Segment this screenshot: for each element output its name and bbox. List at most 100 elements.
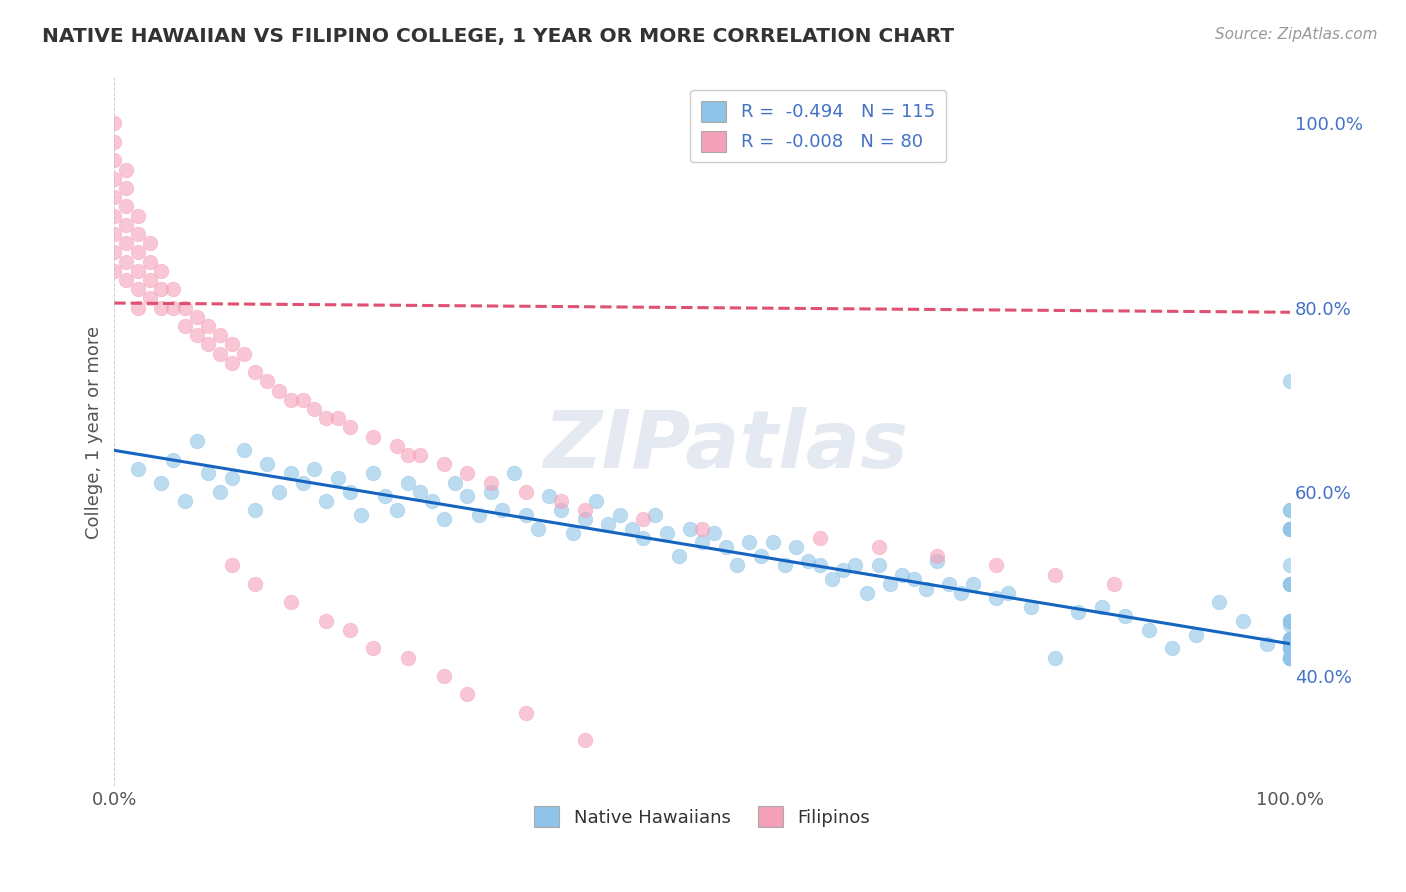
Point [727,558,749,573]
Point [1185,627,1208,641]
Point [326,411,349,425]
Point [103,264,125,278]
Point [291,475,314,490]
Point [385,503,408,517]
Point [186,328,208,343]
Point [574,733,596,747]
Point [456,687,478,701]
Point [304,401,326,416]
Point [138,292,160,306]
Point [174,301,197,315]
Point [620,522,643,536]
Point [1279,632,1302,647]
Point [1208,595,1230,609]
Point [1091,599,1114,614]
Point [127,209,149,223]
Point [1256,637,1278,651]
Point [633,512,655,526]
Point [1279,650,1302,665]
Point [127,282,149,296]
Point [1279,641,1302,656]
Point [221,356,243,370]
Point [927,554,949,568]
Point [103,171,125,186]
Point [456,490,478,504]
Point [150,475,173,490]
Point [598,516,620,531]
Point [679,522,702,536]
Point [949,586,972,600]
Point [515,508,537,522]
Point [326,471,349,485]
Point [103,209,125,223]
Point [1279,522,1302,536]
Point [245,365,267,379]
Point [115,254,138,268]
Point [515,484,537,499]
Point [209,484,232,499]
Point [1279,522,1302,536]
Point [280,467,302,481]
Point [361,467,384,481]
Point [1279,614,1302,628]
Point [1279,650,1302,665]
Point [1279,577,1302,591]
Point [350,508,373,522]
Point [503,467,526,481]
Point [280,595,302,609]
Point [256,457,278,471]
Legend: Native Hawaiians, Filipinos: Native Hawaiians, Filipinos [527,799,877,834]
Point [339,484,361,499]
Point [984,558,1007,573]
Point [256,374,278,388]
Point [1102,577,1125,591]
Point [1279,632,1302,647]
Point [1279,614,1302,628]
Point [468,508,491,522]
Point [245,577,267,591]
Point [138,236,160,251]
Point [339,420,361,434]
Point [103,190,125,204]
Point [785,540,807,554]
Point [703,526,725,541]
Point [396,650,419,665]
Point [1279,650,1302,665]
Point [538,490,561,504]
Point [1279,614,1302,628]
Point [655,526,678,541]
Point [479,475,502,490]
Point [738,535,761,549]
Point [456,467,478,481]
Point [138,273,160,287]
Point [644,508,666,522]
Point [1137,623,1160,637]
Point [1279,618,1302,632]
Point [103,227,125,241]
Point [339,623,361,637]
Point [221,558,243,573]
Point [115,181,138,195]
Point [1043,567,1066,582]
Point [633,531,655,545]
Point [197,467,219,481]
Point [432,512,454,526]
Point [668,549,690,564]
Point [491,503,513,517]
Point [115,236,138,251]
Point [1279,650,1302,665]
Point [1279,558,1302,573]
Point [420,494,443,508]
Point [162,301,184,315]
Point [997,586,1019,600]
Point [773,558,796,573]
Point [891,567,914,582]
Point [186,310,208,324]
Point [103,245,125,260]
Point [1279,632,1302,647]
Point [820,572,842,586]
Point [280,392,302,407]
Point [409,484,432,499]
Point [186,434,208,449]
Point [409,448,432,462]
